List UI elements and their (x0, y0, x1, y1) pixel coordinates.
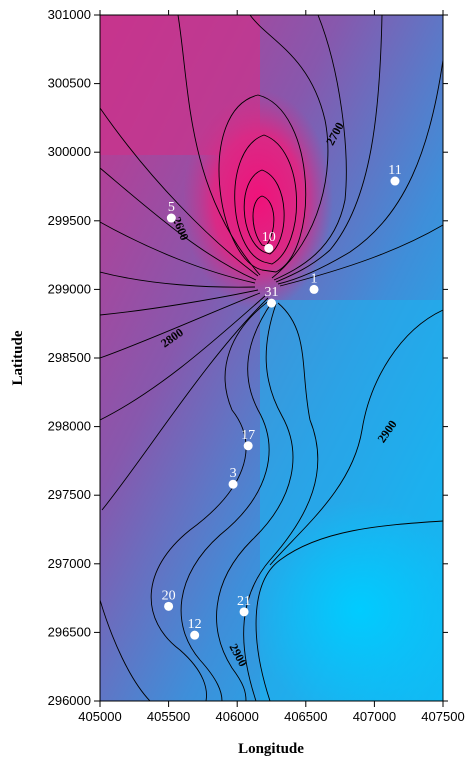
well-label: 12 (188, 617, 202, 632)
x-tick-label: 405500 (147, 709, 190, 724)
y-tick-label: 298500 (48, 350, 91, 365)
plot-area (100, 15, 443, 701)
contour-line (279, 224, 443, 287)
well-marker (309, 284, 319, 294)
contour-line (177, 15, 261, 276)
y-tick-label: 298000 (48, 419, 91, 434)
well-label: 1 (311, 271, 318, 286)
well-marker (190, 630, 200, 640)
y-tick-label: 300000 (48, 144, 91, 159)
contour-line (150, 299, 271, 701)
hot-spot (183, 90, 333, 310)
well-label: 11 (388, 163, 401, 178)
y-tick-label: 296000 (48, 693, 91, 708)
contour-line (216, 303, 294, 701)
contour-line (277, 59, 443, 285)
y-tick-label: 299000 (48, 281, 91, 296)
contour-line (249, 15, 329, 279)
well-label: 5 (168, 200, 175, 215)
x-tick-label: 406000 (216, 709, 259, 724)
contour-line (234, 134, 297, 265)
y-tick-label: 297000 (48, 556, 91, 571)
contour-line (100, 221, 256, 284)
well-label: 3 (230, 466, 237, 481)
x-axis-title: Longitude (238, 741, 304, 757)
contour-line (275, 15, 383, 283)
y-axis: 296000 296500 297000 297500 298000 298500 2990… (48, 7, 448, 708)
contour-line (252, 195, 275, 247)
y-axis-title: Latitude (10, 330, 26, 385)
contour-line (218, 94, 307, 273)
well-marker (264, 243, 274, 253)
contour-line (100, 271, 256, 288)
x-tick-label: 405000 (78, 709, 121, 724)
contour-line (100, 292, 261, 359)
well-label: 17 (241, 428, 255, 443)
well-label: 20 (162, 588, 176, 603)
well-marker (243, 441, 253, 451)
contour-line (100, 167, 257, 281)
well-marker (228, 479, 238, 489)
x-axis: 405000 405500 406000 406500 407000 407500 (78, 10, 465, 724)
well-marker (267, 298, 276, 308)
well-marker (166, 213, 176, 223)
contour-line (273, 15, 347, 281)
well-marker (239, 607, 249, 617)
well-marker (390, 176, 400, 186)
contour-line (269, 309, 443, 566)
contour-line (100, 289, 259, 316)
contour-line (243, 169, 285, 255)
contour-line (255, 520, 443, 701)
cyan-core (250, 500, 443, 701)
well-label: 10 (262, 230, 276, 245)
contour-line (100, 599, 151, 701)
x-tick-label: 406500 (284, 709, 327, 724)
well-label: 21 (237, 594, 251, 609)
contour-line (100, 107, 259, 277)
x-tick-label: 407500 (421, 709, 464, 724)
y-tick-label: 297500 (48, 487, 91, 502)
contour-line (243, 302, 319, 701)
y-tick-label: 296500 (48, 624, 91, 639)
wells: 1 3 5 10 11 12 17 20 21 31 (162, 163, 402, 640)
y-tick-label: 299500 (48, 213, 91, 228)
contour-line (101, 297, 269, 511)
contour-line (100, 295, 266, 421)
contour-lines (100, 15, 443, 701)
y-tick-label: 300500 (48, 76, 91, 91)
contour-line (180, 301, 273, 701)
well-label: 31 (265, 285, 279, 300)
x-tick-label: 407000 (353, 709, 396, 724)
y-tick-label: 301000 (48, 7, 91, 22)
well-marker (164, 601, 174, 611)
